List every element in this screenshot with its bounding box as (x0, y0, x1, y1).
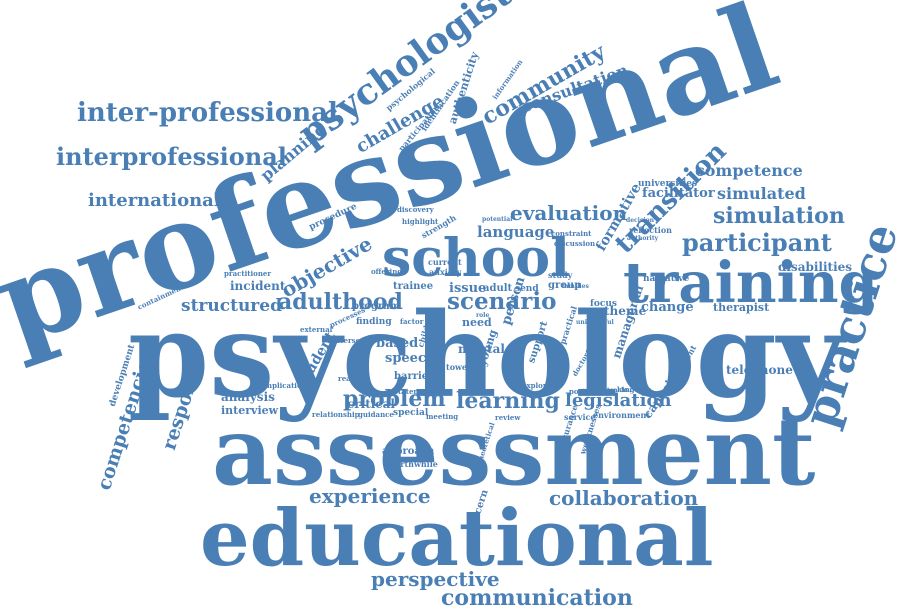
word-structured: structured (181, 296, 282, 316)
word-relationship: relationship (312, 410, 360, 419)
word-offering: offering (371, 267, 403, 276)
word-adult: adult (483, 283, 513, 294)
word-school: school (382, 228, 570, 289)
word-constraint: constraint (551, 229, 592, 238)
word-special: special (393, 408, 429, 418)
word-focus: focus (590, 299, 617, 309)
word-teacher: teacher (607, 387, 633, 394)
word-legislation: legislation (565, 390, 672, 411)
word-study: study (548, 270, 573, 280)
word-scenario: scenario (447, 288, 557, 315)
word-tower: tower (446, 362, 472, 372)
word-trainee: trainee (393, 281, 434, 292)
word-problem: problem (343, 386, 446, 412)
word-evaluation: evaluation (510, 201, 628, 225)
word-useful: useful (593, 319, 614, 326)
word-competence: competence (695, 161, 803, 180)
word-review: review (495, 413, 521, 422)
word-meeting: meeting (426, 412, 459, 421)
word-communication: communication (441, 585, 633, 609)
word-based: based (376, 336, 419, 351)
word-adverse: adverse (330, 336, 361, 345)
word-interprofessional: interprofessional (56, 142, 287, 171)
word-practitioner: practitioner (224, 269, 272, 278)
word-barrier: barrier (394, 371, 434, 382)
word-statement: statement (394, 387, 434, 396)
word-send: send (515, 284, 539, 294)
word-factor: factor (400, 317, 424, 326)
word-therapist: therapist (713, 301, 770, 314)
word-role: role (476, 312, 490, 319)
word-issue: issue (449, 281, 487, 296)
word-analysis: analysis (221, 390, 275, 404)
word-inter-professional: inter-professional (77, 98, 338, 128)
word-authority: authority (627, 235, 659, 242)
word-group: group (548, 280, 582, 291)
word-assessment: assessment (212, 397, 816, 507)
word-collaboration: collaboration (549, 486, 699, 510)
word-discovery: discovery (397, 205, 434, 214)
word-simulated: simulated (717, 184, 806, 203)
word-simulation: simulation (713, 203, 845, 229)
word-perspective: perspective (371, 567, 500, 591)
word-participant: participant (682, 228, 832, 257)
word-facilitator: facilitator (642, 186, 715, 201)
word-interview: interview (221, 404, 279, 417)
word-positive: positive (569, 387, 600, 396)
word-need: need (462, 316, 492, 329)
word-united: united (576, 319, 598, 326)
word-change: change (641, 300, 694, 315)
word-guidance: guidance (358, 410, 394, 419)
word-current: current (428, 257, 462, 267)
word-decision: decision (626, 217, 654, 224)
word-kingdom: kingdom (617, 385, 652, 394)
word-discussion: discussion (554, 239, 596, 248)
word-program: program (352, 301, 401, 312)
word-educational: educational (200, 493, 714, 584)
word-highlight: highlight (402, 217, 439, 226)
word-potential: potential (482, 216, 513, 223)
word-international: international (88, 190, 221, 211)
word-finding: finding (356, 317, 392, 327)
word-explore: explore (522, 381, 551, 390)
word-external: external (300, 325, 333, 334)
word-reaction: reaction (338, 374, 371, 383)
word-reflection: reflection (629, 225, 672, 235)
word-language: language (477, 223, 555, 241)
word-theme: theme (604, 304, 647, 318)
word-experience: experience (309, 484, 431, 508)
word-mental: mental (458, 342, 505, 356)
word-worthwhile: worthwhile (388, 459, 438, 469)
word-training: training (623, 250, 878, 316)
word-critical: critical (347, 397, 395, 411)
word-narrative: narrative (643, 274, 690, 284)
word-universities: universities (638, 179, 698, 189)
word-anxiety: anxiety (429, 267, 462, 277)
word-families: families (562, 283, 589, 290)
word-approach: approach (382, 446, 435, 457)
word-telephone: telephone (726, 363, 793, 377)
word-speech: speech (385, 351, 436, 366)
word-learning: learning (456, 388, 560, 414)
word-disabilities: disabilities (778, 260, 853, 274)
word-psychology: psychology (128, 288, 845, 424)
word-environment: environment (593, 410, 651, 420)
word-implication: implication (262, 381, 307, 390)
word-adulthood: adulthood (278, 289, 403, 315)
word-service: service (564, 412, 596, 422)
word-incident: incident (230, 279, 286, 293)
